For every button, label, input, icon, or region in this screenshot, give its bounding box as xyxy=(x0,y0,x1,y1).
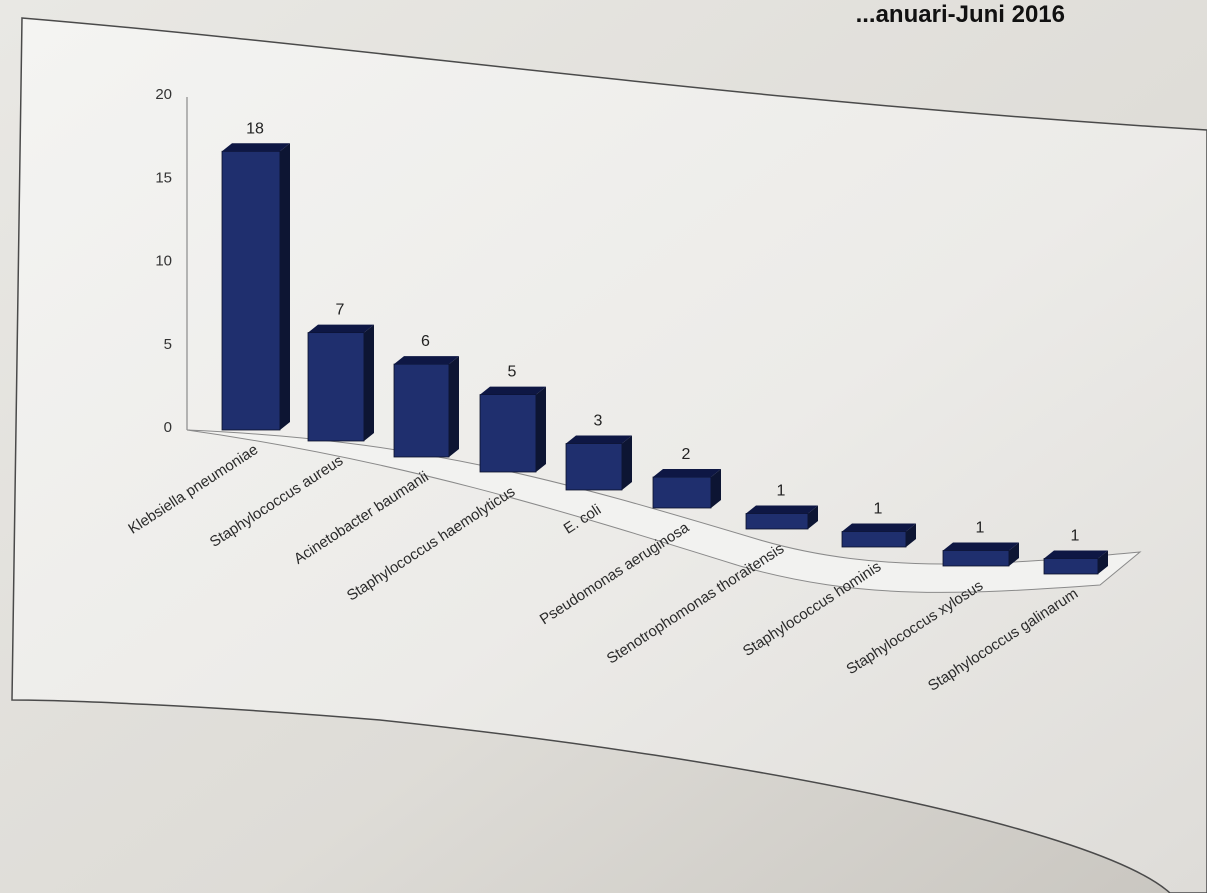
bar-front xyxy=(841,531,907,548)
y-tick-label: 0 xyxy=(164,419,172,436)
bar-front xyxy=(307,332,365,442)
bar-side xyxy=(808,505,818,529)
data-label: 7 xyxy=(336,302,345,319)
data-label: 1 xyxy=(1071,528,1080,545)
bar-top xyxy=(480,386,546,395)
data-label: 5 xyxy=(508,364,517,381)
bar-top xyxy=(566,435,632,444)
bar-top xyxy=(222,143,290,152)
bars xyxy=(221,143,1108,575)
bar-front xyxy=(565,443,623,491)
bar-side xyxy=(280,143,290,431)
bar-top xyxy=(394,356,459,365)
bar-front xyxy=(652,476,712,509)
bar-side xyxy=(536,386,546,472)
bar-front xyxy=(1043,558,1099,575)
data-label: 6 xyxy=(421,333,430,350)
data-label: 2 xyxy=(682,446,691,463)
bar xyxy=(393,356,459,458)
bar-front xyxy=(745,513,809,530)
bar-top xyxy=(308,324,374,333)
bar xyxy=(1043,550,1108,575)
y-tick-label: 10 xyxy=(155,253,172,270)
bar xyxy=(745,505,818,530)
data-label: 18 xyxy=(246,120,264,137)
y-axis-ticks: 0 5 10 15 20 xyxy=(155,86,172,436)
bar xyxy=(565,435,632,491)
bar-top xyxy=(842,523,916,532)
bar-side xyxy=(1098,550,1108,574)
data-label: 1 xyxy=(874,501,883,518)
y-tick-label: 20 xyxy=(155,86,172,103)
bar xyxy=(942,542,1019,567)
bar-side xyxy=(906,523,916,547)
bar-side xyxy=(1009,542,1019,566)
bar-front xyxy=(221,150,281,431)
data-label: 1 xyxy=(976,520,985,537)
bar-front xyxy=(393,363,450,458)
bar-top xyxy=(943,542,1019,551)
data-label: 1 xyxy=(777,483,786,500)
data-labels: 18 7 6 5 3 2 1 1 1 1 xyxy=(246,120,1079,544)
bar-side xyxy=(711,469,721,508)
bar-top xyxy=(653,469,721,478)
bar-side xyxy=(364,324,374,441)
bar-top xyxy=(1044,550,1108,559)
bar xyxy=(841,523,916,548)
bar-front xyxy=(942,550,1010,567)
chart-title: ...anuari-Juni 2016 xyxy=(856,1,1065,28)
bar xyxy=(221,143,290,431)
y-tick-label: 15 xyxy=(155,169,172,186)
bar-side xyxy=(449,356,459,457)
bar xyxy=(307,324,374,442)
bar-top xyxy=(746,505,818,514)
bar xyxy=(652,469,721,509)
floor-plane xyxy=(186,429,1142,593)
y-tick-label: 5 xyxy=(164,336,172,353)
bar-front xyxy=(479,394,537,473)
bar-side xyxy=(622,435,632,490)
data-label: 3 xyxy=(594,413,603,430)
bar xyxy=(479,386,546,473)
